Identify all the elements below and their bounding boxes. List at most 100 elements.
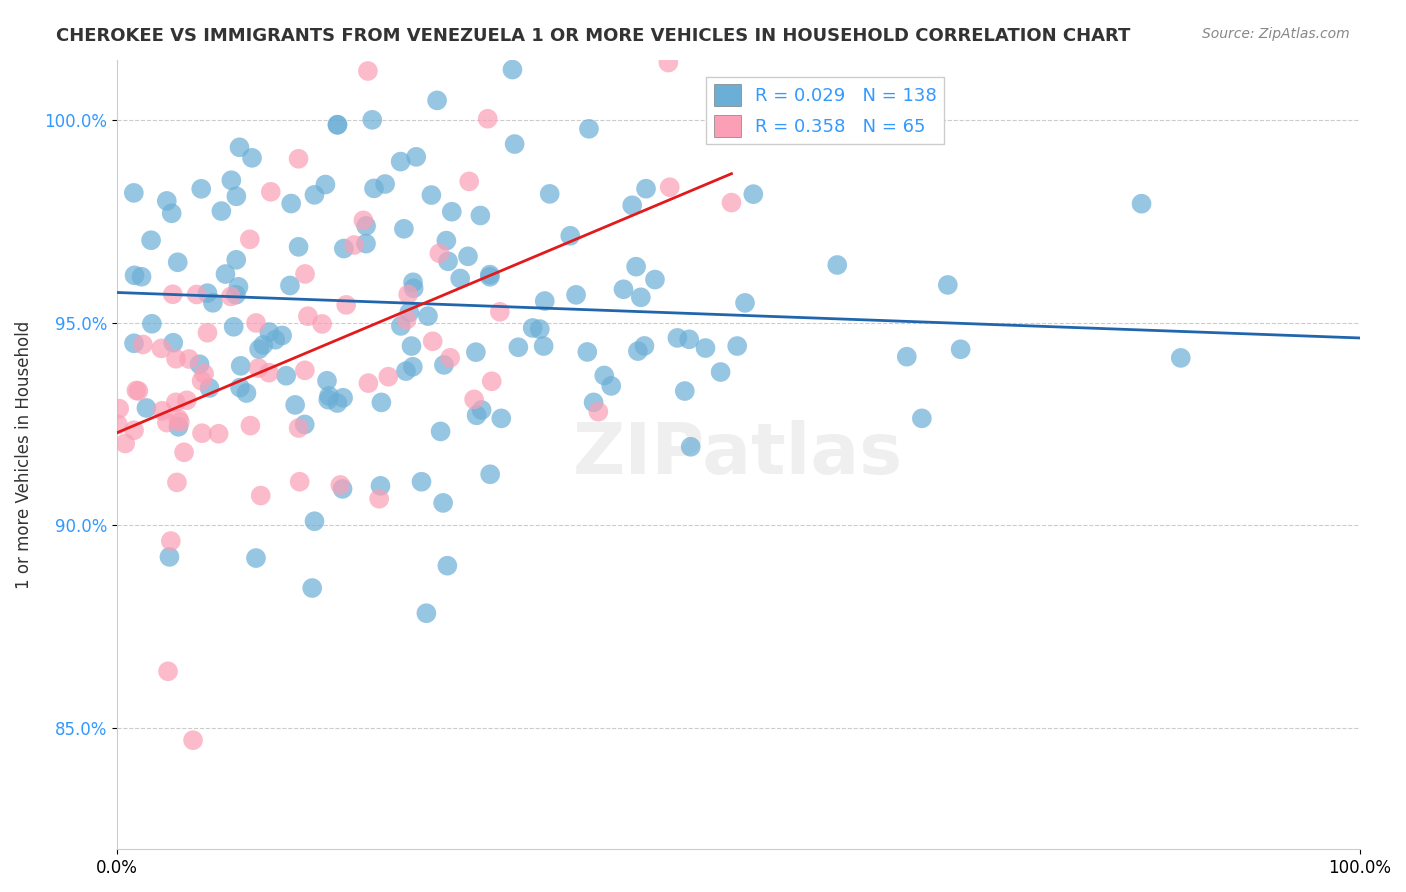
- Cherokee: [318, 389, 340, 403]
- Cherokee: [437, 254, 460, 268]
- Immigrants from Venezuela: [477, 112, 499, 126]
- Immigrants from Venezuela: [177, 351, 200, 366]
- Immigrants from Venezuela: [335, 298, 357, 312]
- Cherokee: [742, 187, 765, 202]
- Cherokee: [936, 277, 959, 292]
- Cherokee: [326, 118, 349, 132]
- Cherokee: [122, 186, 145, 200]
- Cherokee: [673, 384, 696, 398]
- Cherokee: [401, 339, 423, 353]
- Immigrants from Venezuela: [165, 351, 187, 366]
- Immigrants from Venezuela: [481, 374, 503, 388]
- Text: CHEROKEE VS IMMIGRANTS FROM VENEZUELA 1 OR MORE VEHICLES IN HOUSEHOLD CORRELATIO: CHEROKEE VS IMMIGRANTS FROM VENEZUELA 1 …: [56, 27, 1130, 45]
- Cherokee: [949, 343, 972, 357]
- Cherokee: [240, 151, 263, 165]
- Cherokee: [634, 182, 657, 196]
- Cherokee: [429, 425, 451, 439]
- Immigrants from Venezuela: [132, 337, 155, 351]
- Cherokee: [156, 194, 179, 208]
- Immigrants from Venezuela: [458, 174, 481, 188]
- Immigrants from Venezuela: [166, 475, 188, 490]
- Cherokee: [402, 359, 425, 374]
- Cherokee: [560, 228, 582, 243]
- Cherokee: [644, 272, 666, 286]
- Cherokee: [257, 325, 280, 339]
- Immigrants from Venezuela: [297, 309, 319, 323]
- Cherokee: [600, 379, 623, 393]
- Cherokee: [229, 359, 252, 373]
- Cherokee: [190, 182, 212, 196]
- Cherokee: [284, 398, 307, 412]
- Immigrants from Venezuela: [329, 478, 352, 492]
- Cherokee: [228, 280, 250, 294]
- Cherokee: [624, 260, 647, 274]
- Cherokee: [678, 332, 700, 346]
- Immigrants from Venezuela: [245, 316, 267, 330]
- Cherokee: [201, 295, 224, 310]
- Immigrants from Venezuela: [176, 393, 198, 408]
- Cherokee: [911, 411, 934, 425]
- Cherokee: [301, 581, 323, 595]
- Cherokee: [896, 350, 918, 364]
- Cherokee: [533, 339, 555, 353]
- Y-axis label: 1 or more Vehicles in Household: 1 or more Vehicles in Household: [15, 320, 32, 589]
- Cherokee: [187, 23, 209, 37]
- Immigrants from Venezuela: [357, 64, 380, 78]
- Cherokee: [464, 345, 486, 359]
- Cherokee: [135, 401, 157, 415]
- Cherokee: [725, 339, 748, 353]
- Cherokee: [478, 269, 501, 284]
- Cherokee: [361, 112, 384, 127]
- Immigrants from Venezuela: [191, 426, 214, 441]
- Immigrants from Venezuela: [720, 195, 742, 210]
- Immigrants from Venezuela: [427, 246, 450, 260]
- Immigrants from Venezuela: [294, 363, 316, 377]
- Cherokee: [1130, 196, 1153, 211]
- Immigrants from Venezuela: [186, 287, 208, 301]
- Cherokee: [326, 118, 349, 132]
- Cherokee: [131, 269, 153, 284]
- Cherokee: [695, 341, 717, 355]
- Immigrants from Venezuela: [260, 185, 283, 199]
- Cherokee: [294, 417, 316, 432]
- Immigrants from Venezuela: [150, 404, 173, 418]
- Cherokee: [276, 368, 298, 383]
- Cherokee: [565, 288, 588, 302]
- Cherokee: [436, 558, 458, 573]
- Immigrants from Venezuela: [107, 417, 129, 432]
- Immigrants from Venezuela: [150, 342, 173, 356]
- Cherokee: [825, 258, 848, 272]
- Immigrants from Venezuela: [108, 401, 131, 416]
- Cherokee: [222, 319, 245, 334]
- Immigrants from Venezuela: [463, 392, 485, 407]
- Immigrants from Venezuela: [156, 416, 179, 430]
- Cherokee: [503, 136, 526, 151]
- Immigrants from Venezuela: [294, 267, 316, 281]
- Cherokee: [529, 322, 551, 336]
- Cherokee: [582, 395, 605, 409]
- Cherokee: [304, 514, 326, 528]
- Cherokee: [252, 338, 274, 352]
- Cherokee: [630, 290, 652, 304]
- Cherokee: [278, 278, 301, 293]
- Cherokee: [188, 357, 211, 371]
- Immigrants from Venezuela: [377, 369, 399, 384]
- Cherokee: [139, 233, 162, 247]
- Cherokee: [478, 268, 501, 282]
- Cherokee: [508, 340, 530, 354]
- Immigrants from Venezuela: [125, 384, 148, 398]
- Cherokee: [354, 236, 377, 251]
- Cherokee: [166, 255, 188, 269]
- Cherokee: [491, 411, 513, 425]
- Immigrants from Venezuela: [239, 232, 262, 246]
- Immigrants from Venezuela: [396, 287, 419, 301]
- Immigrants from Venezuela: [157, 665, 180, 679]
- Cherokee: [280, 196, 302, 211]
- Immigrants from Venezuela: [169, 415, 191, 429]
- Cherokee: [316, 374, 339, 388]
- Cherokee: [405, 150, 427, 164]
- Immigrants from Venezuela: [395, 312, 418, 326]
- Cherokee: [389, 154, 412, 169]
- Immigrants from Venezuela: [181, 733, 204, 747]
- Immigrants from Venezuela: [127, 384, 149, 398]
